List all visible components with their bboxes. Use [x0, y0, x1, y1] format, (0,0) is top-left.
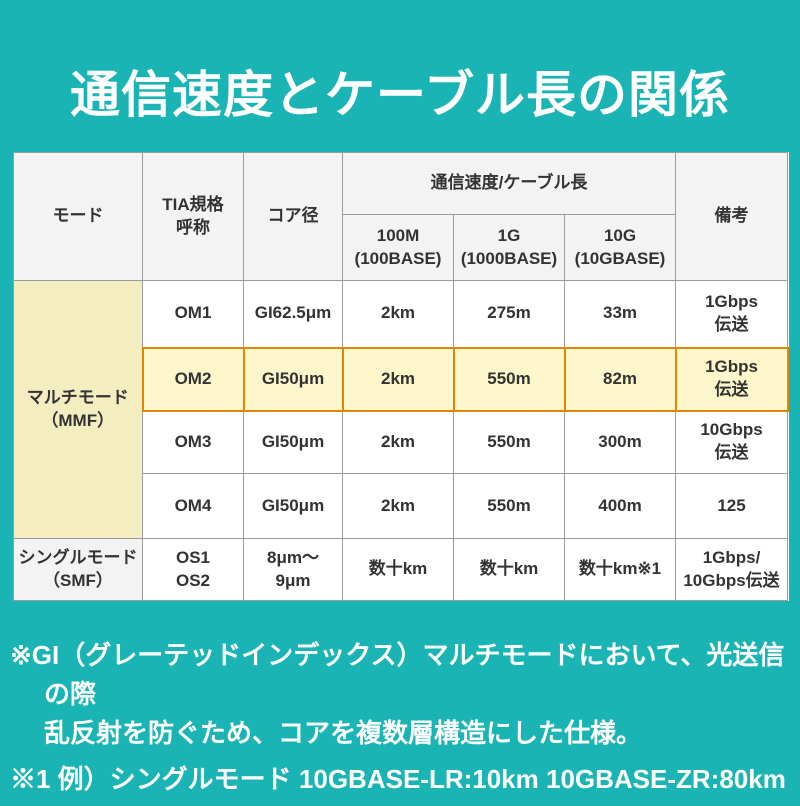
cell-om4-remarks: 125 — [675, 473, 789, 539]
table-row-om1: マルチモード （MMF） OM1 GI62.5μm 2km 275m 33m 1… — [13, 280, 789, 539]
cell-om3-core: GI50μm — [243, 410, 343, 474]
footnotes: ※GI（グレーテッドインデックス）マルチモードにおいて、光送信の際 乱反射を防ぐ… — [10, 636, 796, 806]
column-header-remarks: 備考 — [675, 152, 789, 281]
cell-om2-core: GI50μm — [242, 346, 344, 412]
cell-smf-1g: 数十km — [453, 538, 565, 601]
cell-om2-remarks: 1Gbps 伝送 — [674, 346, 789, 412]
footnote-singlemode-example: ※1 例）シングルモード 10GBASE-LR:10km 10GBASE-ZR:… — [10, 764, 786, 794]
table-row-om4: OM4 GI50μm 2km 550m 400m 125 — [14, 473, 789, 539]
cell-om1-10g: 33m — [563, 280, 677, 348]
cell-smf-core: 8μm～ 9μm — [243, 538, 343, 601]
footnote-gi-definition: ※GI（グレーテッドインデックス）マルチモードにおいて、光送信の際 乱反射を防ぐ… — [10, 640, 785, 748]
column-header-mode: モード — [13, 152, 143, 281]
table-row-om3: OM3 GI50μm 2km 550m 300m 10Gbps 伝送 — [14, 410, 789, 474]
cell-om3-100m: 2km — [342, 410, 454, 474]
column-header-speed-group: 通信速度/ケーブル長 — [341, 152, 677, 215]
cell-om3-tia: OM3 — [142, 410, 244, 474]
cell-om2-1g: 550m — [452, 346, 566, 412]
speed-cable-length-table: モード TIA規格 呼称 コア径 通信速度/ケーブル長 備考 100M (100… — [13, 152, 789, 601]
cell-om1-1g: 275m — [453, 280, 565, 348]
cell-smf-tia: OS1 OS2 — [142, 538, 244, 601]
column-header-10g: 10G (10GBASE) — [563, 214, 677, 281]
cell-om1-remarks: 1Gbps 伝送 — [675, 280, 789, 348]
column-header-core-diameter: コア径 — [243, 152, 343, 281]
page-title: 通信速度とケーブル長の関係 — [70, 67, 730, 123]
column-header-100m: 100M (100BASE) — [342, 214, 454, 281]
table-row-om2-highlighted: OM2 GI50μm 2km 550m 82m 1Gbps 伝送 — [14, 346, 789, 412]
header-row-top: モード TIA規格 呼称 コア径 通信速度/ケーブル長 備考 — [13, 152, 789, 281]
cell-smf-100m: 数十km — [342, 538, 454, 601]
header-row-sub: 100M (100BASE) 1G (1000BASE) 10G (10GBAS… — [14, 214, 788, 281]
cell-om2-tia: OM2 — [141, 346, 245, 412]
cell-om4-100m: 2km — [342, 473, 454, 539]
cell-om1-tia: OM1 — [142, 280, 244, 348]
cell-om1-core: GI62.5μm — [243, 280, 343, 348]
cell-om3-remarks: 10Gbps 伝送 — [675, 410, 789, 474]
cell-om4-core: GI50μm — [243, 473, 343, 539]
cell-om3-1g: 550m — [453, 410, 565, 474]
cell-smf-remarks: 1Gbps/ 10Gbps伝送 — [675, 538, 789, 601]
cell-om2-10g: 82m — [563, 346, 677, 412]
table-row-smf: シングルモード （SMF） OS1 OS2 8μm～ 9μm 数十km 数十km… — [13, 538, 789, 601]
cell-om4-10g: 400m — [563, 473, 677, 539]
cell-om4-1g: 550m — [453, 473, 565, 539]
cell-om4-tia: OM4 — [142, 473, 244, 539]
cell-om1-100m: 2km — [342, 280, 454, 348]
mode-cell-multimode: マルチモード （MMF） — [13, 280, 143, 539]
mode-cell-singlemode: シングルモード （SMF） — [13, 538, 143, 601]
column-header-1g: 1G (1000BASE) — [453, 214, 565, 281]
cell-smf-10g: 数十km※1 — [563, 538, 677, 601]
cell-om2-100m: 2km — [341, 346, 455, 412]
column-header-tia-standard: TIA規格 呼称 — [142, 152, 244, 281]
cell-om3-10g: 300m — [563, 410, 677, 474]
